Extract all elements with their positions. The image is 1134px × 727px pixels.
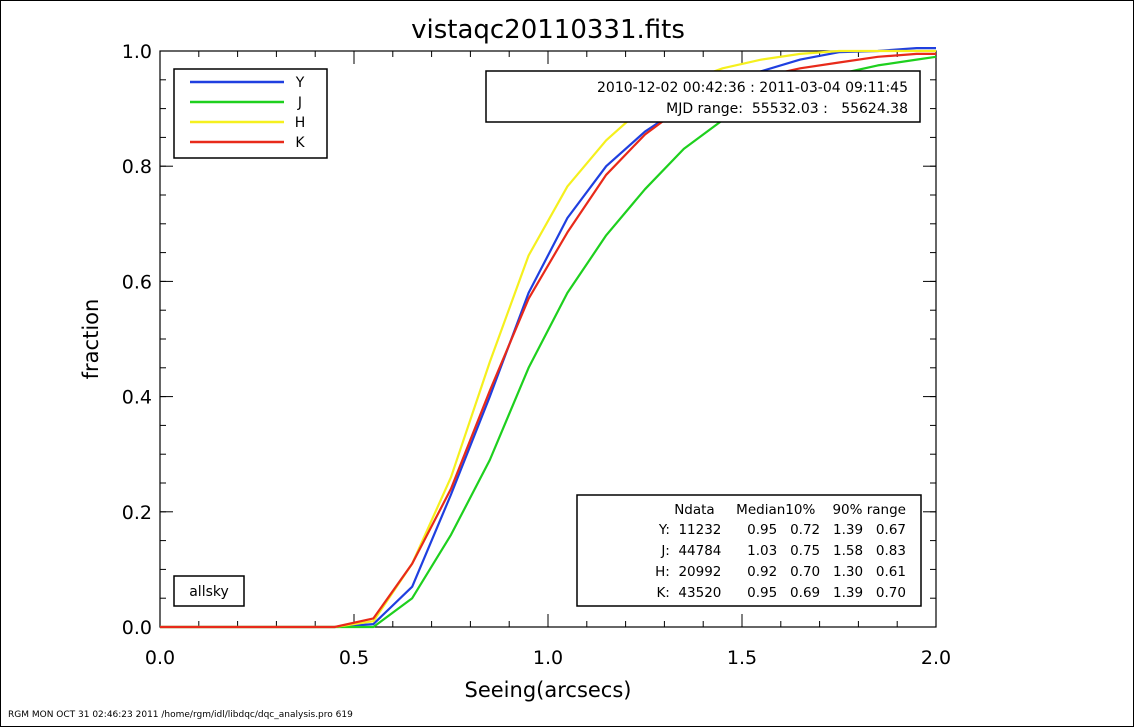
legend-label-j: J (297, 95, 302, 111)
x-axis-label: Seeing(arcsecs) (465, 678, 632, 702)
axis-ticks (159, 50, 937, 628)
y-tick-label: 0.4 (122, 387, 152, 409)
chart-title: vistaqc20110331.fits (411, 15, 685, 45)
y-tick-label: 0.6 (122, 271, 152, 293)
series-line-k (160, 52, 936, 629)
legend-label-y: Y (295, 75, 305, 91)
stats-header: Ndata Median10% 90% range (674, 502, 906, 518)
stats-row-j: J: 44784 1.03 0.75 1.58 0.83 (660, 543, 906, 559)
allsky-frame (173, 575, 245, 607)
x-tick-label: 0.5 (339, 647, 369, 669)
date-range-frame (485, 70, 921, 123)
x-tick-label: 1.0 (533, 647, 563, 669)
legend-label-h: H (295, 115, 306, 131)
stats-row-k: K: 43520 0.95 0.69 1.39 0.70 (656, 585, 906, 601)
y-tick-label: 0.8 (122, 156, 152, 178)
mjd-range-text: MJD range: 55532.03 : 55624.38 (666, 101, 908, 117)
x-tick-label: 0.0 (145, 647, 175, 669)
allsky-label: allsky (189, 584, 229, 600)
allsky-box: allsky (173, 575, 245, 607)
x-tick-label: 1.5 (727, 647, 757, 669)
date-range-text: 2010-12-02 00:42:36 : 2011-03-04 09:11:4… (597, 80, 908, 96)
tick-labels: 0.0 0.5 1.0 1.5 2.0 0.0 0.2 0.4 0.6 0.8 1.0 (122, 41, 951, 669)
y-tick-label: 0.0 (122, 617, 152, 639)
legend-label-k: K (295, 135, 305, 151)
y-tick-label: 0.2 (122, 502, 152, 524)
stats-row-h: H: 20992 0.92 0.70 1.30 0.61 (655, 564, 906, 580)
y-tick-label: 1.0 (122, 41, 152, 63)
stats-table: Ndata Median10% 90% range Y: 11232 0.95 … (576, 494, 922, 607)
x-tick-label: 2.0 (921, 647, 951, 669)
y-axis-label: fraction (79, 299, 103, 380)
stats-table-frame (576, 494, 922, 607)
date-range-box: 2010-12-02 00:42:36 : 2011-03-04 09:11:4… (485, 70, 921, 123)
footer-text: RGM MON OCT 31 02:46:23 2011 /home/rgm/i… (8, 710, 353, 720)
stats-row-y: Y: 11232 0.95 0.72 1.39 0.67 (658, 522, 906, 538)
